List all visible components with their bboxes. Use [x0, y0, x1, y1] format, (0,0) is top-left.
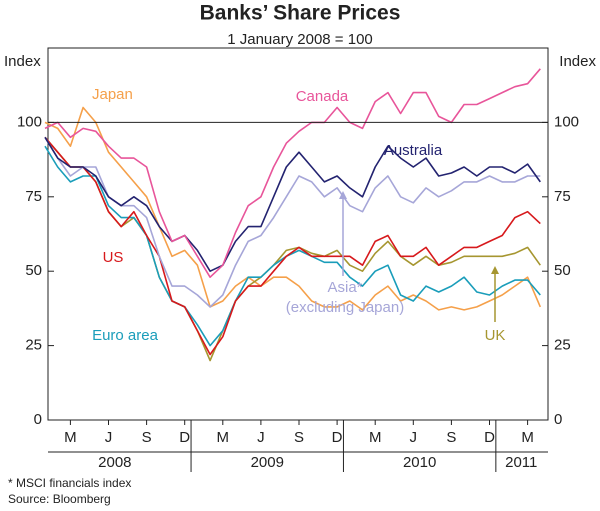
y2-tick-label: 25 [554, 337, 571, 354]
series-label: Japan [92, 86, 133, 103]
series-line [44, 136, 541, 272]
series-line [44, 136, 541, 308]
y-tick-label: 75 [25, 188, 42, 205]
footnote: * MSCI financials index [8, 476, 131, 490]
chart-title: Banks’ Share Prices [200, 2, 401, 25]
x-tick-label: D [332, 429, 343, 446]
series-label: Asia* [327, 279, 362, 296]
series-line [44, 106, 542, 311]
y2-tick-label: 100 [554, 113, 579, 130]
plot [44, 68, 542, 362]
year-label: 2010 [403, 454, 436, 471]
x-tick-label: J [410, 429, 418, 446]
y-tick-label: 100 [17, 113, 42, 130]
y-tick-label: 50 [25, 262, 42, 279]
series-line [44, 145, 541, 347]
year-label: 2011 [505, 454, 537, 471]
asia-arrowhead [339, 191, 347, 199]
series-label: Canada [296, 88, 349, 105]
y-tick-label: 25 [25, 337, 42, 354]
series-line [44, 136, 541, 356]
year-label: 2008 [98, 454, 131, 471]
x-tick-label: J [257, 429, 265, 446]
series-label: US [103, 249, 124, 266]
x-tick-label: M [217, 429, 230, 446]
series-line [44, 68, 541, 278]
series-label: Australia [384, 142, 443, 159]
y2-tick-label: 75 [554, 188, 571, 205]
x-tick-label: M [64, 429, 77, 446]
series-label: UK [485, 327, 506, 344]
x-tick-label: M [521, 429, 534, 446]
series-label: Euro area [92, 327, 159, 344]
y2-axis-label: Index [559, 53, 596, 70]
x-tick-label: D [484, 429, 495, 446]
y-tick-label: 0 [34, 411, 42, 428]
source: Source: Bloomberg [8, 492, 111, 506]
plot-frame [47, 47, 549, 421]
x-tick-label: D [179, 429, 190, 446]
x-tick-label: M [369, 429, 382, 446]
x-tick-label: S [142, 429, 152, 446]
uk-arrowhead [491, 266, 499, 274]
series-line [44, 136, 541, 362]
x-tick-label: S [446, 429, 456, 446]
chart-subtitle: 1 January 2008 = 100 [227, 31, 373, 48]
x-tick-label: S [294, 429, 304, 446]
x-tick-label: J [105, 429, 113, 446]
y2-tick-label: 0 [554, 411, 562, 428]
annotation: (excluding Japan) [286, 299, 404, 316]
y-axis-label: Index [4, 53, 41, 70]
year-label: 2009 [251, 454, 284, 471]
y2-tick-label: 50 [554, 262, 571, 279]
